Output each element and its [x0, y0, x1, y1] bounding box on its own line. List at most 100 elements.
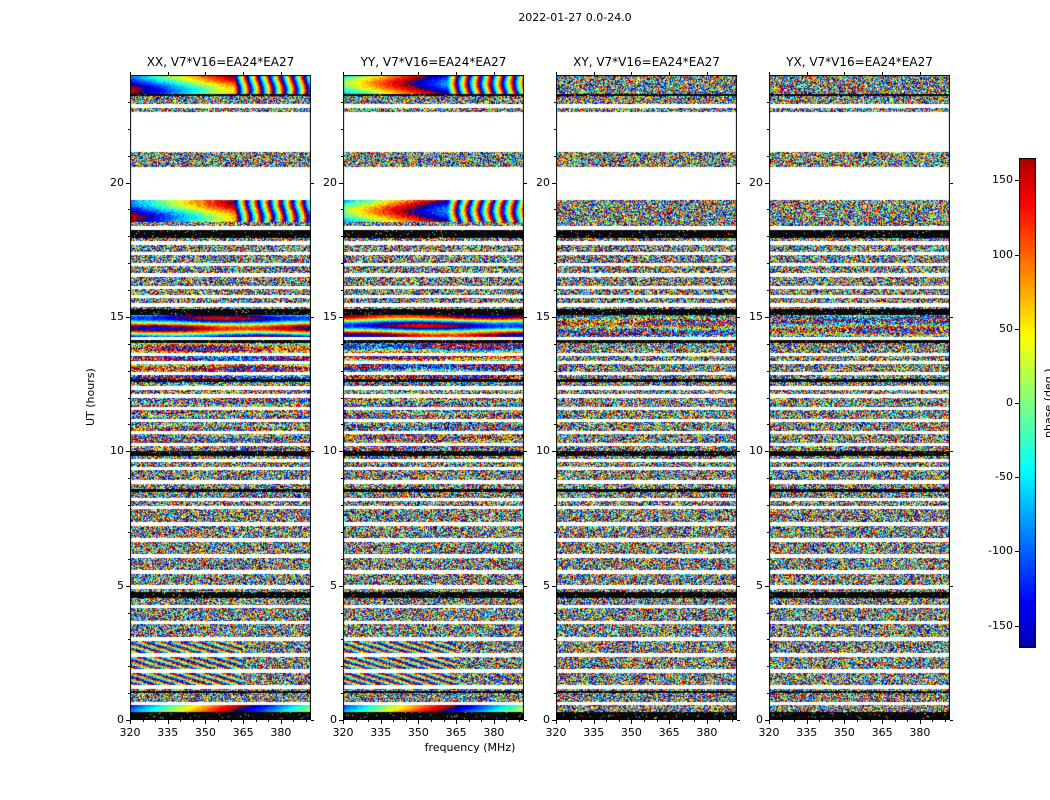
x-minor-tick: [731, 720, 733, 722]
colorbar-tick: [1015, 403, 1019, 404]
x-tick-label: 320: [545, 726, 567, 739]
colorbar-tick-label: 100: [992, 247, 1013, 261]
x-tick-top: [343, 72, 344, 75]
y-minor-tick: [554, 666, 556, 668]
y-tick-right: [524, 720, 527, 721]
y-minor-tick: [341, 558, 343, 560]
x-tick-top: [806, 72, 808, 75]
y-tick-right: [311, 316, 314, 318]
x-tick: [205, 720, 207, 724]
y-tick-right: [950, 720, 953, 721]
y-minor-tick: [341, 639, 343, 641]
y-tick-label: 5: [330, 578, 337, 592]
x-tick: [631, 720, 633, 724]
panel-title-yx: YX, V7*V16=EA24*EA27: [786, 55, 933, 69]
heatmap-yy: [343, 75, 524, 720]
x-tick-top: [167, 72, 169, 75]
y-minor-tick: [341, 612, 343, 614]
x-tick-top: [882, 72, 884, 75]
y-tick-right: [737, 316, 740, 318]
y-tick-label: 20: [536, 175, 550, 189]
y-tick-label: 10: [110, 444, 124, 458]
x-tick: [706, 720, 708, 724]
y-tick-right: [737, 720, 740, 721]
y-minor-tick: [128, 612, 130, 614]
y-tick: [126, 182, 130, 184]
x-tick-label: 380: [270, 726, 292, 739]
x-tick-label: 365: [232, 726, 254, 739]
y-minor-tick: [128, 424, 130, 426]
x-axis-label: frequency (MHz): [424, 741, 516, 754]
y-tick-right: [737, 585, 740, 587]
x-minor-tick: [581, 720, 583, 722]
y-minor-tick: [554, 209, 556, 211]
y-tick: [552, 585, 556, 587]
x-tick: [380, 720, 382, 724]
y-tick-label: 20: [323, 175, 337, 189]
x-minor-tick: [568, 720, 570, 722]
y-minor-tick: [341, 370, 343, 372]
y-minor-tick: [767, 505, 769, 506]
x-tick-top: [631, 72, 633, 75]
y-minor-tick: [128, 101, 130, 103]
y-tick-right: [737, 182, 740, 184]
colorbar: phase (deg.) 150 100 50 0 -50 -100 -150: [988, 158, 1050, 648]
y-minor-tick: [341, 397, 343, 399]
y-minor-tick: [554, 155, 556, 157]
y-tick: [552, 451, 556, 453]
y-minor-tick: [128, 263, 130, 265]
y-tick: [126, 316, 130, 318]
y-minor-tick: [341, 424, 343, 426]
x-tick-top: [556, 72, 557, 75]
x-tick-top: [919, 72, 921, 75]
y-minor-tick: [128, 128, 130, 130]
x-minor-tick: [681, 720, 683, 722]
x-minor-tick: [180, 720, 182, 722]
colorbar-tick: [1015, 551, 1019, 553]
y-minor-tick: [767, 155, 769, 157]
y-minor-tick: [554, 263, 556, 265]
y-minor-tick: [554, 236, 556, 238]
y-tick-label: 5: [543, 578, 550, 592]
x-tick-label: 320: [758, 726, 780, 739]
y-minor-tick: [767, 101, 769, 103]
x-minor-tick: [192, 720, 194, 722]
y-minor-tick: [128, 693, 130, 695]
x-tick-top: [669, 72, 671, 75]
y-minor-tick: [767, 128, 769, 130]
y-tick: [339, 451, 343, 453]
y-minor-tick: [341, 666, 343, 668]
y-tick: [765, 451, 769, 453]
y-minor-tick: [341, 478, 343, 480]
x-minor-tick: [268, 720, 270, 722]
y-minor-tick: [128, 343, 130, 345]
x-tick-label: 365: [871, 726, 893, 739]
x-tick: [669, 720, 671, 724]
x-tick-label: 380: [483, 726, 505, 739]
x-tick-top: [593, 72, 595, 75]
y-tick-label: 15: [323, 309, 337, 323]
y-minor-tick: [767, 612, 769, 614]
y-tick: [126, 585, 130, 587]
y-minor-tick: [767, 236, 769, 238]
x-minor-tick: [368, 720, 370, 722]
x-tick-top: [493, 72, 495, 75]
colorbar-tick-label: -150: [988, 618, 1013, 632]
panel-title-xx: XX, V7*V16=EA24*EA27: [146, 55, 295, 69]
x-tick: [243, 720, 245, 724]
y-minor-tick: [128, 290, 130, 291]
x-tick-label: 365: [658, 726, 680, 739]
y-minor-tick: [554, 558, 556, 560]
x-tick-label: 335: [370, 726, 392, 739]
y-tick-right: [524, 451, 527, 453]
colorbar-tick-label: 150: [992, 173, 1013, 187]
x-minor-tick: [355, 720, 357, 722]
x-tick-label: 350: [620, 726, 642, 739]
colorbar-tick: [1015, 180, 1019, 182]
x-minor-tick: [393, 720, 395, 722]
y-tick-label: 0: [543, 713, 550, 726]
heatmap-xy: [556, 75, 737, 720]
y-tick-right: [524, 182, 527, 184]
y-minor-tick: [554, 424, 556, 426]
x-tick-label: 380: [696, 726, 718, 739]
